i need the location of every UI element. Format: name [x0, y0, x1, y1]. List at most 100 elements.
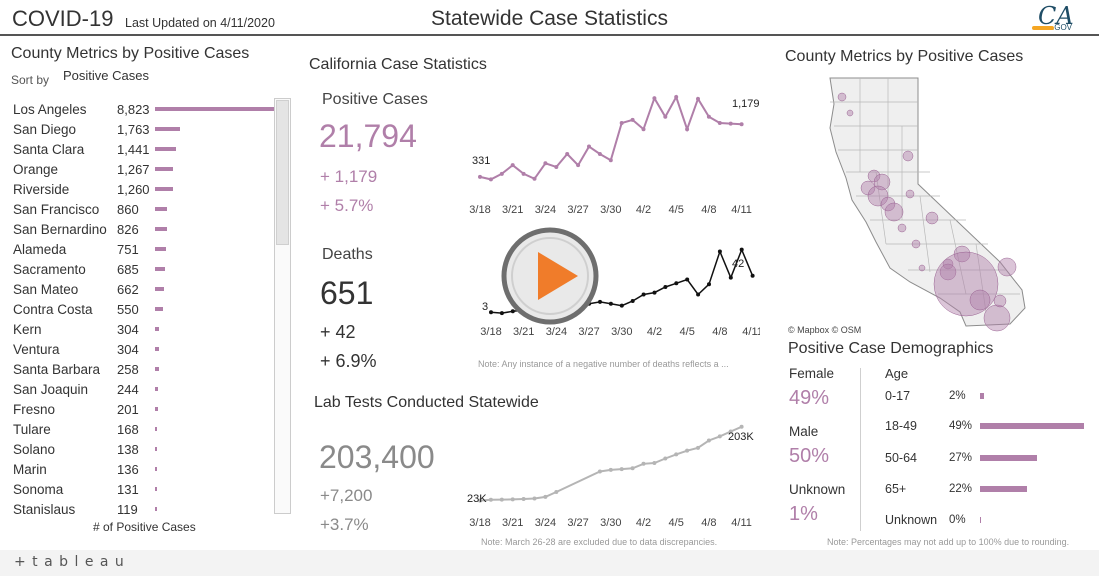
data-point[interactable] — [685, 448, 690, 453]
age-bar[interactable] — [980, 455, 1038, 461]
county-row[interactable]: San Francisco 860 — [13, 200, 273, 220]
county-bar[interactable] — [155, 347, 160, 351]
age-row[interactable]: 65+ 22% — [885, 482, 1095, 500]
data-point[interactable] — [706, 438, 711, 443]
county-row[interactable]: Sacramento 685 — [13, 260, 273, 280]
age-row[interactable]: 18-49 49% — [885, 419, 1095, 437]
county-bar[interactable] — [155, 327, 160, 331]
data-point[interactable] — [717, 434, 722, 439]
county-row[interactable]: Solano 138 — [13, 440, 273, 460]
data-point[interactable] — [478, 174, 482, 179]
data-point[interactable] — [652, 460, 657, 465]
data-point[interactable] — [521, 171, 526, 176]
data-point[interactable] — [554, 490, 559, 494]
county-bar[interactable] — [155, 267, 165, 271]
data-point[interactable] — [717, 249, 722, 254]
data-point[interactable] — [499, 171, 504, 176]
county-list-scrollbar[interactable] — [274, 98, 291, 514]
age-row[interactable]: 50-64 27% — [885, 451, 1095, 469]
data-point[interactable] — [717, 121, 722, 125]
data-point[interactable] — [674, 281, 679, 286]
data-point[interactable] — [488, 497, 493, 502]
data-point[interactable] — [499, 497, 504, 502]
data-point[interactable] — [728, 121, 733, 126]
county-row[interactable]: Kern 304 — [13, 320, 273, 340]
data-point[interactable] — [739, 122, 744, 127]
data-point[interactable] — [532, 176, 537, 181]
county-bar[interactable] — [155, 127, 181, 131]
data-point[interactable] — [598, 299, 602, 304]
california-map[interactable] — [790, 72, 1090, 332]
data-point[interactable] — [728, 429, 733, 434]
data-point[interactable] — [750, 273, 755, 278]
data-point[interactable] — [707, 282, 711, 287]
ca-gov-logo[interactable]: CA .GOV — [1032, 2, 1076, 34]
data-point[interactable] — [706, 114, 711, 119]
data-point[interactable] — [619, 467, 624, 472]
data-point[interactable] — [619, 303, 624, 308]
data-point[interactable] — [510, 309, 515, 314]
county-bar[interactable] — [155, 467, 157, 471]
data-point[interactable] — [641, 127, 646, 132]
age-bar[interactable] — [980, 486, 1027, 492]
county-bar[interactable] — [155, 287, 165, 291]
data-point[interactable] — [478, 498, 482, 503]
data-point[interactable] — [608, 158, 613, 163]
county-row[interactable]: San Bernardino 826 — [13, 220, 273, 240]
county-row[interactable]: Contra Costa 550 — [13, 300, 273, 320]
data-point[interactable] — [674, 94, 679, 99]
county-bar[interactable] — [155, 187, 173, 191]
data-point[interactable] — [488, 177, 493, 182]
county-bar[interactable] — [155, 207, 168, 211]
county-bar[interactable] — [155, 247, 166, 251]
data-point[interactable] — [608, 301, 613, 306]
age-bar[interactable] — [980, 423, 1084, 429]
county-bar[interactable] — [155, 147, 176, 151]
sort-by-select[interactable]: Positive Cases — [63, 68, 149, 83]
data-point[interactable] — [532, 496, 537, 501]
county-bar[interactable] — [155, 487, 157, 491]
play-button[interactable] — [500, 226, 600, 326]
county-bar[interactable] — [155, 167, 174, 171]
data-point[interactable] — [696, 292, 701, 297]
county-row[interactable]: Fresno 201 — [13, 400, 273, 420]
data-point[interactable] — [685, 127, 690, 132]
data-point[interactable] — [619, 121, 624, 125]
data-point[interactable] — [739, 247, 744, 252]
county-row[interactable]: Sonoma 131 — [13, 480, 273, 500]
county-bar[interactable] — [155, 447, 157, 451]
county-row[interactable]: San Diego 1,763 — [13, 120, 273, 140]
age-row[interactable]: Unknown 0% — [885, 513, 1095, 531]
data-point[interactable] — [587, 144, 591, 149]
data-point[interactable] — [489, 310, 493, 315]
data-point[interactable] — [652, 96, 657, 101]
data-point[interactable] — [652, 290, 657, 295]
county-row[interactable]: Santa Clara 1,441 — [13, 140, 273, 160]
county-row[interactable]: Ventura 304 — [13, 340, 273, 360]
scrollbar-thumb[interactable] — [276, 100, 289, 245]
data-point[interactable] — [521, 496, 526, 501]
county-row[interactable]: Marin 136 — [13, 460, 273, 480]
county-row[interactable]: Riverside 1,260 — [13, 180, 273, 200]
age-row[interactable]: 0-17 2% — [885, 389, 1095, 407]
county-bar[interactable] — [155, 387, 159, 391]
data-point[interactable] — [543, 161, 548, 166]
data-point[interactable] — [510, 497, 515, 502]
data-point[interactable] — [630, 117, 635, 122]
data-point[interactable] — [663, 114, 668, 119]
county-bar[interactable] — [155, 507, 157, 511]
county-bar[interactable] — [155, 227, 167, 231]
data-point[interactable] — [641, 292, 646, 297]
data-point[interactable] — [597, 152, 602, 156]
county-row[interactable]: Santa Barbara 258 — [13, 360, 273, 380]
data-point[interactable] — [630, 299, 635, 303]
data-point[interactable] — [685, 277, 690, 282]
county-row[interactable]: San Mateo 662 — [13, 280, 273, 300]
county-row[interactable]: San Joaquin 244 — [13, 380, 273, 400]
data-point[interactable] — [674, 452, 679, 457]
data-point[interactable] — [576, 163, 581, 168]
data-point[interactable] — [608, 467, 613, 472]
county-bar[interactable] — [155, 407, 158, 411]
data-point[interactable] — [728, 275, 733, 280]
data-point[interactable] — [510, 163, 515, 168]
